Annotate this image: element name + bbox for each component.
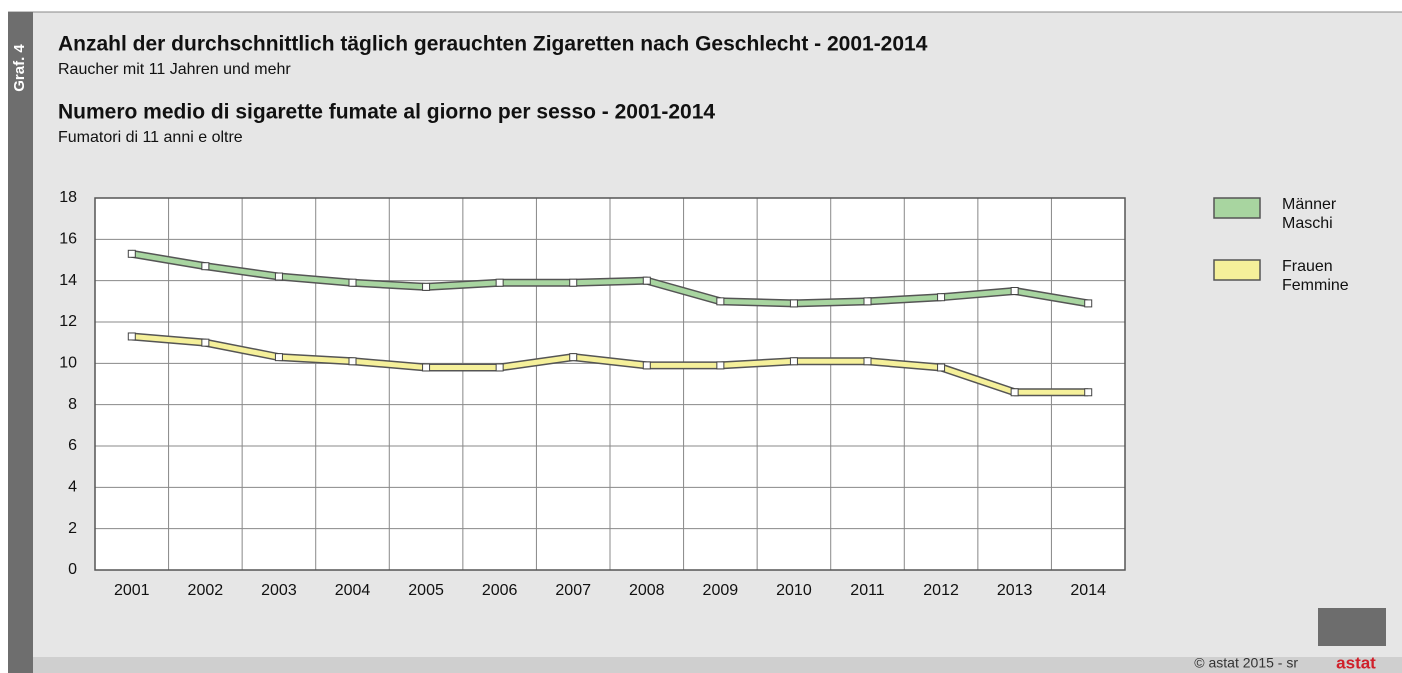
- line: [131, 333, 1089, 395]
- legend-swatch: [1213, 259, 1261, 281]
- x-tick-label: 2013: [997, 582, 1033, 599]
- marker: [863, 357, 872, 366]
- marker: [937, 363, 946, 372]
- marker: [569, 353, 578, 362]
- marker: [201, 338, 210, 347]
- x-tick-label: 2004: [335, 582, 371, 599]
- marker: [1010, 388, 1019, 397]
- legend-label: Frauen Femmine: [1282, 258, 1349, 294]
- y-tick-label: 18: [59, 189, 77, 206]
- footer-bar: [33, 657, 1402, 673]
- marker: [274, 353, 283, 362]
- marker: [495, 278, 504, 287]
- marker: [569, 278, 578, 287]
- plot-border: [94, 197, 1126, 571]
- chart-title: Anzahl der durchschnittlich täglich gera…: [58, 33, 928, 56]
- marker: [642, 276, 651, 285]
- marker: [348, 278, 357, 287]
- x-tick-label: 2010: [776, 582, 812, 599]
- y-tick-label: 6: [68, 437, 77, 454]
- chart-subtitle: Raucher mit 11 Jahren und mehr: [58, 61, 291, 78]
- marker: [274, 272, 283, 281]
- marker: [716, 297, 725, 306]
- y-tick-label: 4: [68, 479, 77, 496]
- marker: [716, 361, 725, 370]
- logo: astat: [1336, 653, 1376, 672]
- x-tick-label: 2011: [850, 582, 885, 599]
- x-tick-label: 2007: [555, 582, 591, 599]
- marker: [422, 282, 431, 291]
- marker: [1010, 287, 1019, 295]
- marker: [863, 297, 872, 306]
- x-tick-label: 2009: [703, 582, 739, 599]
- marker: [495, 363, 504, 372]
- y-tick-label: 2: [68, 520, 77, 537]
- marker: [789, 299, 798, 308]
- marker: [1084, 299, 1093, 308]
- x-tick-label: 2005: [408, 582, 444, 599]
- y-tick-label: 10: [59, 355, 77, 372]
- line: [131, 251, 1089, 306]
- x-tick-label: 2014: [1070, 582, 1106, 599]
- marker: [422, 363, 431, 372]
- chart-subtitle-2: Fumatori di 11 anni e oltre: [58, 129, 243, 146]
- marker: [201, 262, 210, 271]
- graph-label: Graf. 4: [11, 44, 28, 92]
- x-tick-label: 2001: [114, 582, 150, 599]
- logo-map: [1318, 608, 1386, 646]
- x-tick-label: 2012: [923, 582, 959, 599]
- chart-title-2: Numero medio di sigarette fumate al gior…: [58, 101, 715, 124]
- legend-swatch: [1213, 197, 1261, 219]
- y-tick-label: 16: [59, 231, 77, 248]
- y-tick-label: 8: [68, 396, 77, 413]
- side-bar: [8, 12, 33, 673]
- x-tick-label: 2003: [261, 582, 297, 599]
- marker: [1084, 388, 1093, 397]
- marker: [789, 357, 798, 366]
- x-tick-label: 2002: [188, 582, 224, 599]
- legend-label: Männer Maschi: [1282, 196, 1337, 232]
- marker: [127, 332, 136, 341]
- marker: [937, 293, 946, 302]
- marker: [127, 249, 136, 258]
- y-tick-label: 0: [68, 561, 77, 578]
- x-tick-label: 2008: [629, 582, 665, 599]
- credit: © astat 2015 - sr: [1194, 655, 1298, 671]
- marker: [642, 361, 651, 370]
- marker: [348, 357, 357, 366]
- y-tick-label: 14: [59, 272, 77, 289]
- x-tick-label: 2006: [482, 582, 518, 599]
- y-tick-label: 12: [59, 313, 77, 330]
